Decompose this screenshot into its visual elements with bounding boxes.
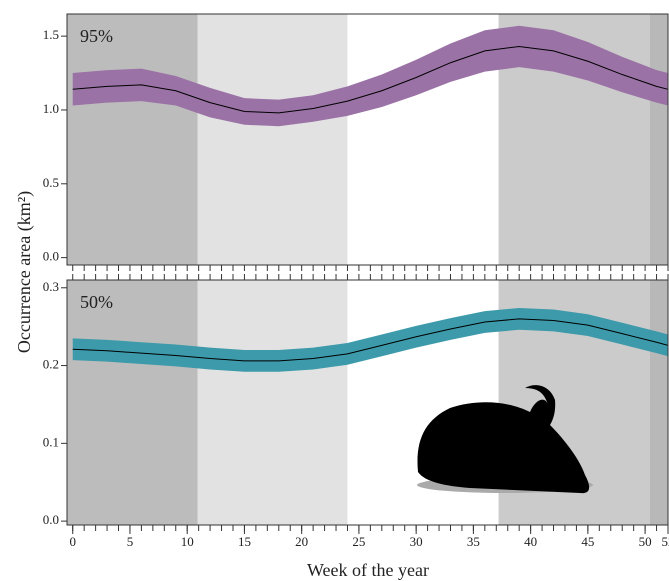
x-tick-label: 52 — [662, 534, 669, 549]
y-tick-label: 0.5 — [43, 175, 59, 190]
y-tick-label: 0.0 — [43, 249, 59, 264]
season-band — [650, 280, 668, 525]
season-band — [67, 280, 198, 525]
y-tick-label: 0.2 — [43, 357, 59, 372]
x-tick-label: 50 — [639, 534, 652, 549]
x-tick-label: 45 — [581, 534, 594, 549]
chart: 95% 0.0 0.5 1.0 1.5 50% 0.0 0.1 0.2 0.3 0 5 10 15 20 25… — [0, 0, 669, 581]
y-tick-label: 0.1 — [43, 434, 59, 449]
x-tick-label: 35 — [467, 534, 480, 549]
season-band — [198, 14, 348, 265]
x-tick-label: 0 — [69, 534, 76, 549]
x-tick-label: 30 — [410, 534, 423, 549]
x-tick-label: 15 — [238, 534, 251, 549]
x-tick-label: 25 — [352, 534, 365, 549]
panel-label: 95% — [80, 26, 113, 46]
x-tick-label: 5 — [127, 534, 134, 549]
season-band — [198, 280, 348, 525]
y-tick-label: 0.0 — [43, 512, 59, 527]
y-tick-label: 0.3 — [43, 279, 59, 294]
y-tick-label: 1.0 — [43, 101, 59, 116]
x-tick-label: 20 — [295, 534, 308, 549]
y-axis-label: Occurrence area (km²) — [14, 191, 35, 353]
x-tick-label: 40 — [524, 534, 537, 549]
season-band — [650, 14, 668, 265]
x-tick-label: 10 — [181, 534, 194, 549]
panel-label: 50% — [80, 292, 113, 312]
y-tick-label: 1.5 — [43, 27, 59, 42]
season-band — [67, 14, 198, 265]
x-axis-label: Week of the year — [307, 560, 429, 580]
